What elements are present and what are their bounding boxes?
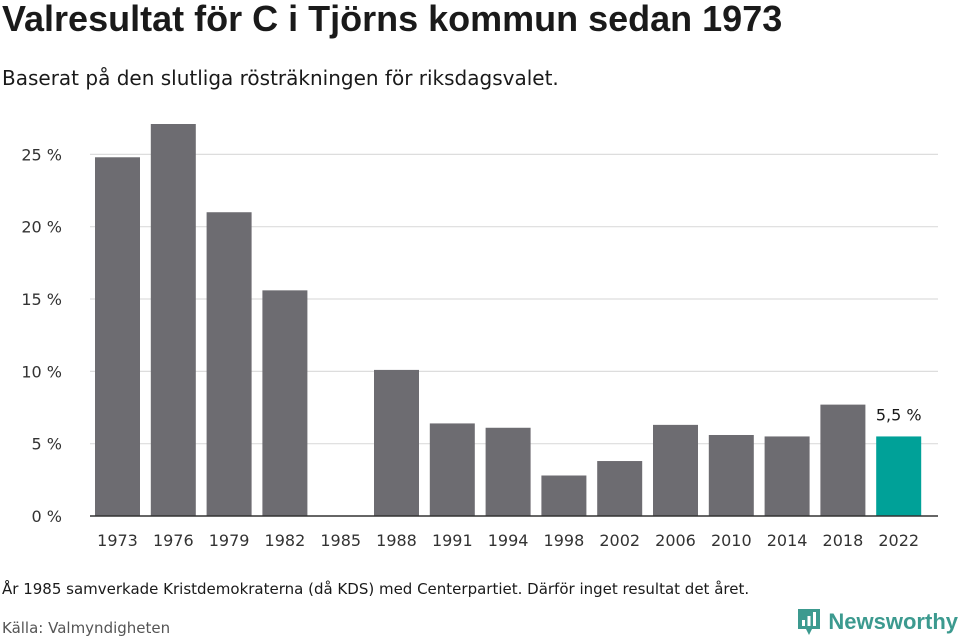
bar-2022: [876, 436, 922, 516]
x-tick-label: 2006: [655, 531, 696, 550]
bar-1998: [541, 475, 587, 516]
x-tick-label: 1982: [265, 531, 306, 550]
y-tick-label: 15 %: [21, 290, 62, 309]
y-tick-label: 0 %: [32, 507, 62, 526]
bar-1988: [374, 369, 419, 516]
bar-1976: [150, 124, 196, 516]
newsworthy-logo-icon: [798, 609, 821, 635]
bar-2010: [708, 434, 754, 516]
bars: [95, 124, 922, 517]
bar-2018: [820, 404, 866, 516]
x-tick-label: 2002: [599, 531, 640, 550]
x-tick-label: 1985: [320, 531, 361, 550]
x-tick-label: 2018: [823, 531, 864, 550]
y-tick-label: 25 %: [21, 145, 62, 164]
annotations: 5,5 %: [876, 405, 922, 424]
newsworthy-logo: Newsworthy: [796, 607, 958, 637]
x-tick-label: 1994: [488, 531, 529, 550]
bar-1982: [262, 290, 308, 516]
chart-subtitle: Baserat på den slutliga rösträkningen fö…: [2, 66, 559, 90]
bar-1991: [429, 423, 475, 516]
x-tick-label: 2010: [711, 531, 752, 550]
bar-chart: 0 %5 %10 %15 %20 %25 % 1973 1976 1979 1982 1…: [21, 124, 938, 550]
bar-1979: [206, 212, 252, 517]
y-tick-label: 10 %: [21, 362, 62, 381]
x-tick-label: 2014: [767, 531, 808, 550]
y-tick-label: 20 %: [21, 218, 62, 237]
y-tick-labels: 0 % 5 % 10 % 15 % 20 % 25 %: [21, 145, 62, 526]
bar-2006: [653, 424, 698, 516]
x-tick-label: 1998: [544, 531, 585, 550]
chart-footnote: År 1985 samverkade Kristdemokraterna (då…: [2, 580, 750, 598]
x-tick-label: 1973: [97, 531, 138, 550]
bar-1994: [485, 427, 531, 516]
x-tick-label: 1976: [153, 531, 194, 550]
source-credit: Källa: Valmyndigheten: [2, 619, 171, 637]
y-tick-label: 5 %: [32, 435, 62, 454]
x-tick-label: 1988: [376, 531, 417, 550]
brand-name: Newsworthy: [828, 609, 958, 634]
x-tick-label: 2022: [878, 531, 919, 550]
bar-2014: [764, 436, 810, 516]
bar-2002: [597, 461, 643, 516]
chart-title: Valresultat för C i Tjörns kommun sedan …: [2, 0, 783, 39]
data-label-2022: 5,5 %: [876, 405, 922, 424]
x-tick-label: 1979: [209, 531, 250, 550]
x-tick-labels: 1973 1976 1979 1982 1985 1988 1991 1994 1998 2002…: [97, 531, 919, 550]
x-tick-label: 1991: [432, 531, 473, 550]
bar-1973: [95, 157, 140, 516]
